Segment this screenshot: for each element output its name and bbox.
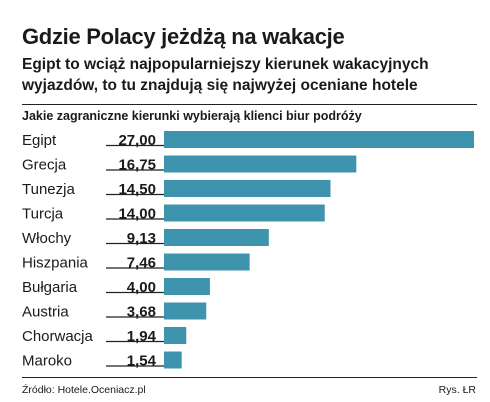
credit-note: Rys. ŁR <box>438 384 476 396</box>
category-label: Egipt <box>22 132 57 149</box>
bar <box>164 327 187 344</box>
value-label: 3,68 <box>127 304 156 321</box>
source-note: Źródło: Hotele.Oceniacz.pl <box>22 384 146 396</box>
bar <box>164 131 474 148</box>
category-label: Włochy <box>22 230 72 247</box>
value-label: 27,00 <box>118 132 156 149</box>
category-label: Austria <box>22 304 69 321</box>
bar <box>164 253 250 271</box>
value-label: 7,46 <box>127 255 156 272</box>
top-rule <box>22 104 477 105</box>
category-label: Tunezja <box>22 181 75 198</box>
category-label: Grecja <box>22 157 67 174</box>
chart-title: Gdzie Polacy jeżdżą na wakacje <box>22 24 345 49</box>
bar <box>164 204 325 222</box>
category-label: Turcja <box>22 206 64 223</box>
value-label: 9,13 <box>127 230 156 247</box>
value-label: 4,00 <box>127 279 156 296</box>
bar <box>164 351 182 369</box>
chart-subtitle: Egipt to wciąż najpopularniejszy kierune… <box>22 56 429 94</box>
bar <box>164 180 331 197</box>
value-label: 1,94 <box>127 328 157 345</box>
bar <box>164 278 210 295</box>
value-label: 16,75 <box>118 157 156 174</box>
bar <box>164 229 269 246</box>
value-label: 1,54 <box>127 353 157 370</box>
category-label: Bułgaria <box>22 279 78 296</box>
bottom-rule <box>22 377 477 378</box>
category-label: Chorwacja <box>22 328 94 345</box>
category-label: Hiszpania <box>22 255 89 272</box>
bar <box>164 302 207 320</box>
value-label: 14,50 <box>118 181 156 198</box>
bar <box>164 155 357 173</box>
value-label: 14,00 <box>118 206 156 223</box>
chart-caption: Jakie zagraniczne kierunki wybierają kli… <box>22 109 362 123</box>
category-label: Maroko <box>22 353 72 370</box>
